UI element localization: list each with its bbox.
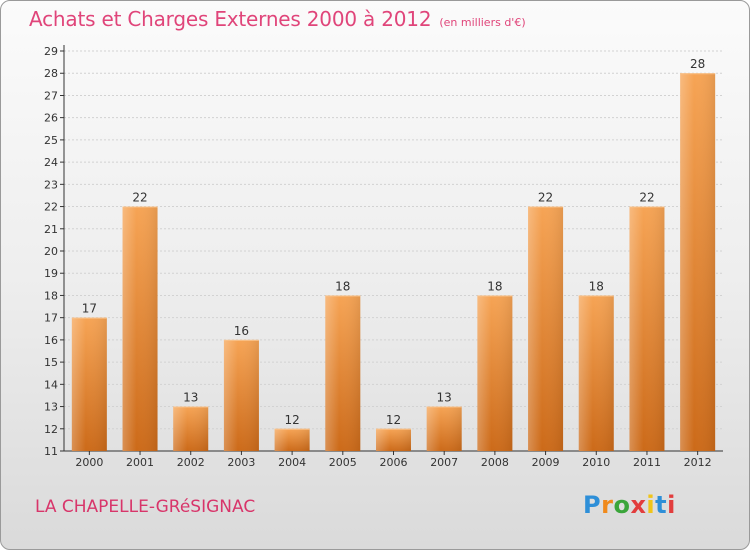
bar-shine bbox=[426, 406, 462, 451]
x-tick-label: 2011 bbox=[633, 456, 661, 469]
data-label: 22 bbox=[538, 191, 553, 205]
chart-title-unit: (en milliers d'€) bbox=[439, 16, 526, 29]
y-tick-label: 13 bbox=[44, 401, 58, 414]
bar-shine bbox=[629, 206, 665, 451]
data-label: 18 bbox=[487, 279, 502, 293]
y-tick-label: 14 bbox=[44, 378, 58, 391]
y-tick-label: 17 bbox=[44, 312, 58, 325]
data-label: 18 bbox=[335, 279, 350, 293]
bar-shine bbox=[578, 295, 614, 451]
logo-letter: i bbox=[646, 491, 656, 519]
y-tick-label: 26 bbox=[44, 112, 58, 125]
bar-shine bbox=[223, 339, 259, 451]
data-label: 12 bbox=[386, 413, 401, 427]
y-tick-label: 27 bbox=[44, 89, 58, 102]
data-label: 22 bbox=[132, 191, 147, 205]
bar-shine bbox=[477, 295, 513, 451]
x-tick-label: 2012 bbox=[684, 456, 712, 469]
bar-shine bbox=[274, 428, 310, 451]
bar-shine bbox=[680, 73, 716, 451]
commune-name: LA CHAPELLE-GRéSIGNAC bbox=[35, 497, 256, 517]
y-tick-label: 21 bbox=[44, 223, 58, 236]
logo-letter: o bbox=[613, 491, 631, 519]
x-tick-label: 2006 bbox=[380, 456, 408, 469]
y-tick-label: 25 bbox=[44, 134, 58, 147]
data-label: 16 bbox=[234, 324, 249, 338]
y-tick-label: 23 bbox=[44, 178, 58, 191]
x-tick-label: 2001 bbox=[126, 456, 154, 469]
x-tick-label: 2002 bbox=[177, 456, 205, 469]
y-tick-label: 18 bbox=[44, 289, 58, 302]
bar-shine bbox=[325, 295, 361, 451]
logo-letter: t bbox=[655, 491, 668, 519]
logo-letter: r bbox=[601, 491, 614, 519]
x-tick-label: 2007 bbox=[430, 456, 458, 469]
y-tick-label: 11 bbox=[44, 445, 58, 458]
x-tick-label: 2010 bbox=[582, 456, 610, 469]
x-tick-label: 2004 bbox=[278, 456, 306, 469]
data-label: 13 bbox=[183, 391, 198, 405]
data-label: 12 bbox=[284, 413, 299, 427]
logo-letter: P bbox=[583, 491, 602, 519]
x-tick-label: 2000 bbox=[75, 456, 103, 469]
x-tick-label: 2009 bbox=[532, 456, 560, 469]
data-label: 28 bbox=[690, 57, 705, 71]
y-tick-label: 19 bbox=[44, 267, 58, 280]
bar-shine bbox=[173, 406, 209, 451]
x-tick-label: 2005 bbox=[329, 456, 357, 469]
x-tick-label: 2008 bbox=[481, 456, 509, 469]
data-label: 18 bbox=[589, 279, 604, 293]
y-tick-label: 28 bbox=[44, 67, 58, 80]
data-label: 13 bbox=[437, 391, 452, 405]
y-tick-label: 16 bbox=[44, 334, 58, 347]
proxiti-logo: Proxiti bbox=[583, 491, 676, 519]
bar-shine bbox=[71, 317, 107, 451]
y-tick-label: 29 bbox=[44, 45, 58, 58]
chart-title-text: Achats et Charges Externes 2000 à 2012 bbox=[29, 7, 432, 31]
y-tick-label: 15 bbox=[44, 356, 58, 369]
y-tick-label: 20 bbox=[44, 245, 58, 258]
data-label: 22 bbox=[639, 191, 654, 205]
y-tick-label: 22 bbox=[44, 201, 58, 214]
y-tick-label: 12 bbox=[44, 423, 58, 436]
x-tick-label: 2003 bbox=[227, 456, 255, 469]
y-tick-label: 24 bbox=[44, 156, 58, 169]
bar-shine bbox=[528, 206, 564, 451]
chart-title: Achats et Charges Externes 2000 à 2012 (e… bbox=[29, 7, 526, 31]
data-label: 17 bbox=[82, 302, 97, 316]
bar-shine bbox=[122, 206, 158, 451]
bar-shine bbox=[376, 428, 411, 451]
logo-letter: x bbox=[630, 491, 647, 519]
logo-letter: i bbox=[667, 491, 676, 519]
